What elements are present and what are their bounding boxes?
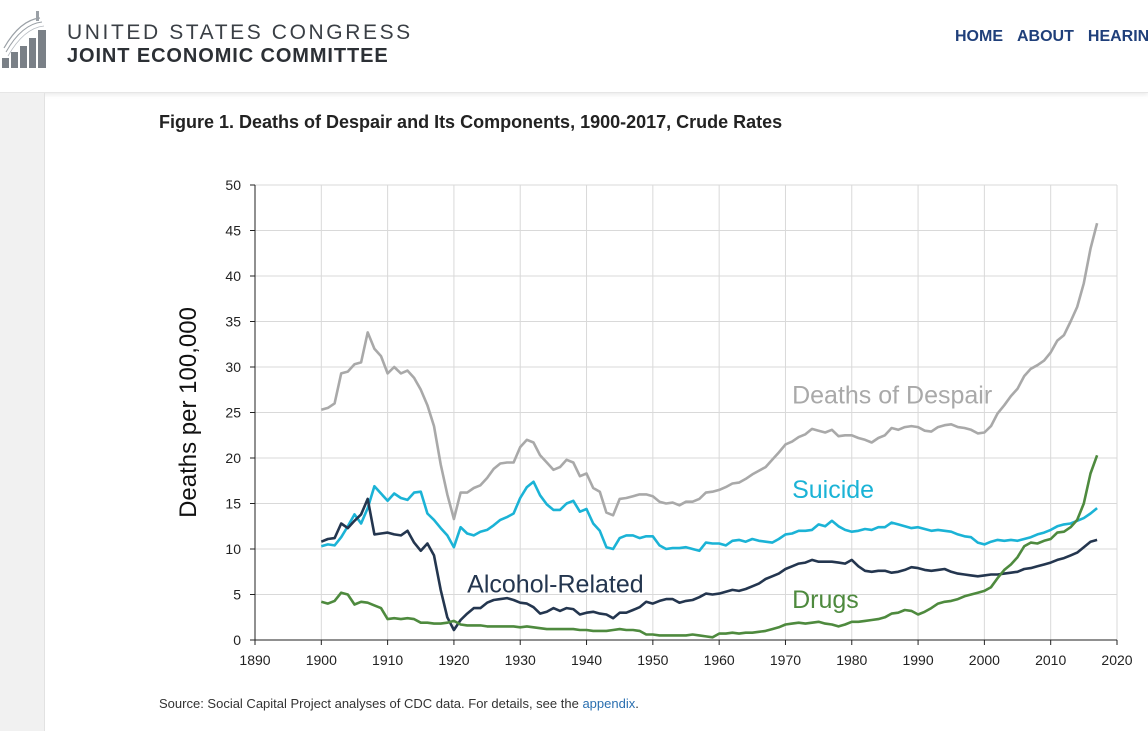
- y-tick-label: 40: [225, 268, 241, 284]
- y-tick-label: 45: [225, 223, 241, 239]
- figure-title: Figure 1. Deaths of Despair and Its Comp…: [159, 112, 783, 132]
- series-line-suicide: [320, 480, 1098, 553]
- series-line-drugs: [320, 454, 1099, 639]
- series-label-deaths-of-despair: Deaths of Despair: [792, 381, 992, 409]
- y-tick-label: 5: [233, 587, 241, 603]
- y-tick-label: 20: [225, 450, 241, 466]
- x-tick-label: 1970: [770, 652, 801, 668]
- brand-title[interactable]: UNITED STATES CONGRESS: [67, 21, 413, 44]
- appendix-link[interactable]: appendix: [582, 696, 636, 711]
- x-tick-label: 1890: [239, 652, 270, 668]
- y-tick-label: 25: [225, 405, 241, 421]
- x-tick-label: 2020: [1101, 652, 1132, 668]
- brand-subtitle[interactable]: JOINT ECONOMIC COMMITTEE: [67, 45, 389, 67]
- x-tick-label: 2000: [969, 652, 1000, 668]
- y-tick-label: 15: [225, 496, 241, 512]
- series-label-drugs: Drugs: [792, 586, 859, 614]
- y-axis-label: Deaths per 100,000: [175, 307, 202, 518]
- series-line-alcohol-related: [320, 497, 1098, 632]
- x-tick-label: 1940: [571, 652, 602, 668]
- x-tick-label: 2010: [1035, 652, 1066, 668]
- capitol-logo-icon[interactable]: [0, 8, 56, 72]
- series-line-deaths-of-despair: [320, 222, 1099, 521]
- x-tick-label: 1990: [902, 652, 933, 668]
- line-chart: 1890 1900 1910 1920 1930 1940 1950 1960 1970 1980…: [175, 177, 1133, 668]
- nav-hearings[interactable]: HEARINGS: [1087, 28, 1148, 45]
- series-label-alcohol-related: Alcohol-Related: [467, 571, 643, 599]
- left-side-panel: [0, 93, 45, 731]
- y-tick-label: 35: [225, 314, 241, 330]
- x-tick-label: 1980: [836, 652, 867, 668]
- main-nav: HOME ABOUT HEARINGS: [955, 28, 1148, 50]
- x-tick-label: 1920: [438, 652, 469, 668]
- figure-source: Source: Social Capital Project analyses …: [159, 696, 639, 711]
- x-tick-label: 1930: [505, 652, 536, 668]
- source-period: .: [635, 696, 639, 711]
- y-tick-label: 0: [233, 632, 241, 648]
- x-tick-label: 1900: [306, 652, 337, 668]
- site-header: UNITED STATES CONGRESS JOINT ECONOMIC CO…: [0, 0, 1148, 93]
- nav-home[interactable]: HOME: [955, 28, 1003, 45]
- x-tick-label: 1910: [372, 652, 403, 668]
- series-label-suicide: Suicide: [792, 476, 874, 504]
- y-tick-label: 50: [225, 177, 241, 193]
- y-tick-label: 30: [225, 359, 241, 375]
- source-text: Source: Social Capital Project analyses …: [159, 696, 583, 711]
- x-tick-label: 1950: [637, 652, 668, 668]
- nav-about[interactable]: ABOUT: [1017, 28, 1074, 45]
- y-tick-label: 10: [225, 541, 241, 557]
- x-tick-label: 1960: [704, 652, 735, 668]
